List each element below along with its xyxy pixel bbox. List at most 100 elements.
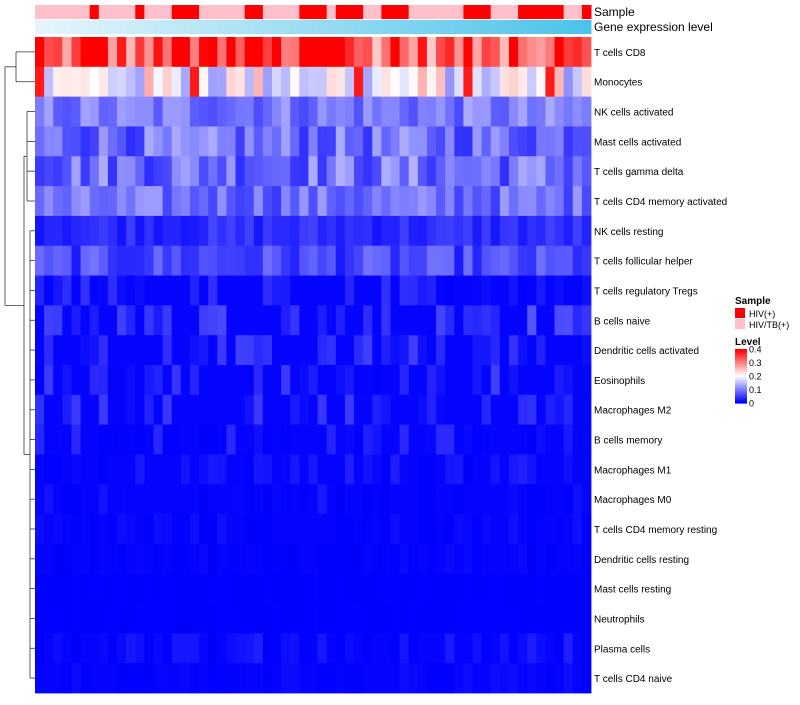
heatmap-cell (317, 275, 328, 306)
heatmap-cell (171, 543, 182, 575)
heatmap-cell (581, 335, 592, 366)
heatmap-cell (135, 365, 145, 396)
heatmap-cell (62, 305, 72, 336)
legend-gradient-step (735, 376, 747, 378)
heatmap-cell (426, 66, 437, 98)
heatmap-cell (35, 126, 45, 157)
heatmap-cell (527, 215, 537, 247)
heatmap-cell (35, 573, 45, 604)
heatmap-cell (262, 275, 273, 306)
expression-annotation-cell (417, 20, 428, 34)
heatmap-cell (563, 305, 574, 336)
heatmap-cell (98, 275, 109, 306)
sample-annotation-cell (354, 5, 364, 19)
heatmap-cell (454, 603, 464, 634)
heatmap-cell (508, 633, 519, 664)
heatmap-cell (490, 543, 501, 575)
legend-gradient-step (735, 357, 747, 360)
heatmap-cell (472, 514, 483, 545)
heatmap-cell (153, 156, 164, 187)
heatmap-cell (144, 275, 154, 306)
heatmap-cell (199, 305, 209, 336)
heatmap-cell (271, 66, 282, 98)
heatmap-cell (445, 543, 455, 575)
heatmap-cell (408, 156, 419, 187)
heatmap-cell (372, 275, 382, 306)
heatmap-cell (290, 365, 300, 396)
heatmap-cell (208, 96, 218, 127)
heatmap-cell (217, 215, 227, 247)
heatmap-cell (162, 245, 173, 276)
heatmap-cell (199, 275, 209, 306)
heatmap-cell (107, 454, 118, 485)
legend-gradient-step (735, 362, 747, 365)
heatmap-cell (98, 305, 109, 336)
heatmap-cell (271, 305, 282, 336)
expression-annotation-cell (545, 20, 556, 34)
heatmap-cell (408, 394, 419, 426)
heatmap-cell (490, 484, 501, 515)
heatmap-cell (326, 186, 337, 217)
heatmap-cell (527, 514, 537, 545)
heatmap-cell (335, 484, 346, 515)
heatmap-cell (235, 215, 246, 247)
heatmap-cell (545, 156, 555, 187)
heatmap-cell (390, 245, 400, 276)
heatmap-cell (344, 603, 355, 634)
heatmap-cell (117, 573, 127, 604)
heatmap-cell (463, 305, 473, 336)
heatmap-cell (253, 66, 264, 98)
row-label: Monocytes (594, 78, 642, 89)
sample-annotation-cell (454, 5, 464, 19)
heatmap-cell (390, 663, 400, 694)
heatmap-cell (62, 335, 72, 366)
heatmap-cell (126, 335, 136, 366)
heatmap-cell (326, 484, 337, 515)
heatmap-cell (317, 126, 328, 157)
heatmap-cell (390, 573, 400, 604)
legend-gradient-step (735, 373, 747, 376)
heatmap-cell (144, 37, 154, 68)
heatmap-cell (363, 603, 373, 634)
heatmap-cell (308, 394, 318, 426)
expression-annotation-cell (408, 20, 419, 34)
heatmap-cell (545, 126, 555, 157)
heatmap-cell (89, 215, 100, 247)
heatmap-cell (354, 305, 364, 336)
heatmap-cell (208, 424, 218, 455)
heatmap-cell (226, 365, 236, 396)
heatmap-cell (153, 275, 164, 306)
heatmap-cell (162, 186, 173, 217)
heatmap-cell (244, 305, 255, 336)
heatmap-cell (144, 186, 154, 217)
heatmap-cell (162, 275, 173, 306)
expression-annotation-cell (299, 20, 309, 34)
heatmap-cell (35, 633, 45, 664)
heatmap-cell (545, 543, 555, 575)
heatmap-cell (80, 186, 91, 217)
row-label: T cells regulatory Tregs (594, 286, 698, 297)
heatmap-cell (317, 454, 328, 485)
heatmap-cell (554, 305, 565, 336)
heatmap-cell (162, 66, 173, 98)
heatmap-cell (262, 663, 273, 694)
heatmap-cell (518, 573, 528, 604)
heatmap-cell (71, 335, 81, 366)
heatmap-cell (408, 543, 419, 575)
heatmap-cell (472, 275, 483, 306)
heatmap-cell (426, 484, 437, 515)
heatmap-cell (271, 514, 282, 545)
heatmap-cell (98, 603, 109, 634)
expression-annotation-cell (472, 20, 483, 34)
heatmap-cell (499, 215, 510, 247)
heatmap-cell (372, 603, 382, 634)
heatmap-cell (536, 573, 546, 604)
sample-annotation-cell (208, 5, 218, 19)
heatmap-cell (581, 215, 592, 247)
heatmap-cell (399, 543, 410, 575)
heatmap-cell (536, 514, 546, 545)
heatmap-cell (80, 275, 91, 306)
heatmap-cell (499, 275, 510, 306)
heatmap-cell (107, 215, 118, 247)
heatmap-cell (235, 156, 246, 187)
